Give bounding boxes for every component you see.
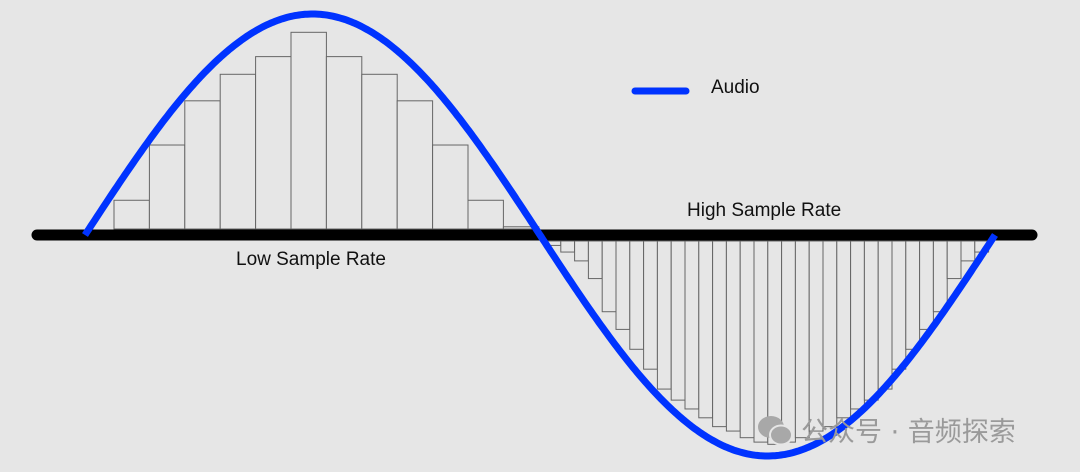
sample-bar [960, 240, 976, 262]
sample-bar [712, 240, 727, 428]
sample-bar [113, 199, 150, 230]
sample-bar [629, 240, 645, 350]
sample-bar [560, 240, 576, 253]
sample-bar [325, 56, 363, 230]
sample-bar [808, 240, 824, 432]
high-sample-rate-bars [546, 240, 990, 445]
sample-bar [670, 240, 686, 401]
watermark: 公众号 · 音频探索 [757, 410, 1016, 449]
audio-waveform [82, 10, 998, 460]
sample-bar [587, 240, 603, 280]
sample-bar [822, 240, 838, 428]
sample-bar [794, 240, 810, 439]
sample-bar [184, 100, 221, 230]
sample-bar [656, 240, 672, 390]
sample-bar [905, 240, 921, 350]
legend-label: Audio [711, 77, 760, 98]
sample-bar [574, 240, 589, 262]
sample-bar [290, 31, 327, 230]
sample-bar [725, 240, 741, 432]
sample-bar [877, 240, 893, 390]
sample-bar [836, 240, 852, 419]
sample-bar [863, 240, 879, 401]
sample-bar [684, 240, 700, 410]
low-sample-rate-bars [113, 31, 540, 230]
sample-bar [739, 240, 755, 439]
sample-bar [219, 73, 257, 230]
sample-bar [148, 144, 186, 230]
wechat-icon [758, 415, 793, 445]
sample-bar [891, 240, 907, 370]
high-sample-rate-label: High Sample Rate [687, 200, 842, 221]
sample-bar [396, 100, 434, 230]
sample-bar [643, 240, 658, 370]
sample-bar [615, 240, 631, 330]
sample-bar [850, 240, 865, 410]
watermark-text: 公众号 · 音频探索 [801, 417, 1016, 448]
sample-bar [919, 240, 934, 330]
sample-bar [932, 240, 948, 313]
sample-bar [698, 240, 714, 419]
sample-bar [361, 73, 398, 230]
sample-bar [946, 240, 962, 280]
sample-bar [432, 144, 469, 230]
sample-bar [601, 240, 617, 313]
low-sample-rate-label: Low Sample Rate [236, 249, 386, 270]
sample-bar [467, 199, 504, 230]
sample-bar [255, 56, 292, 230]
